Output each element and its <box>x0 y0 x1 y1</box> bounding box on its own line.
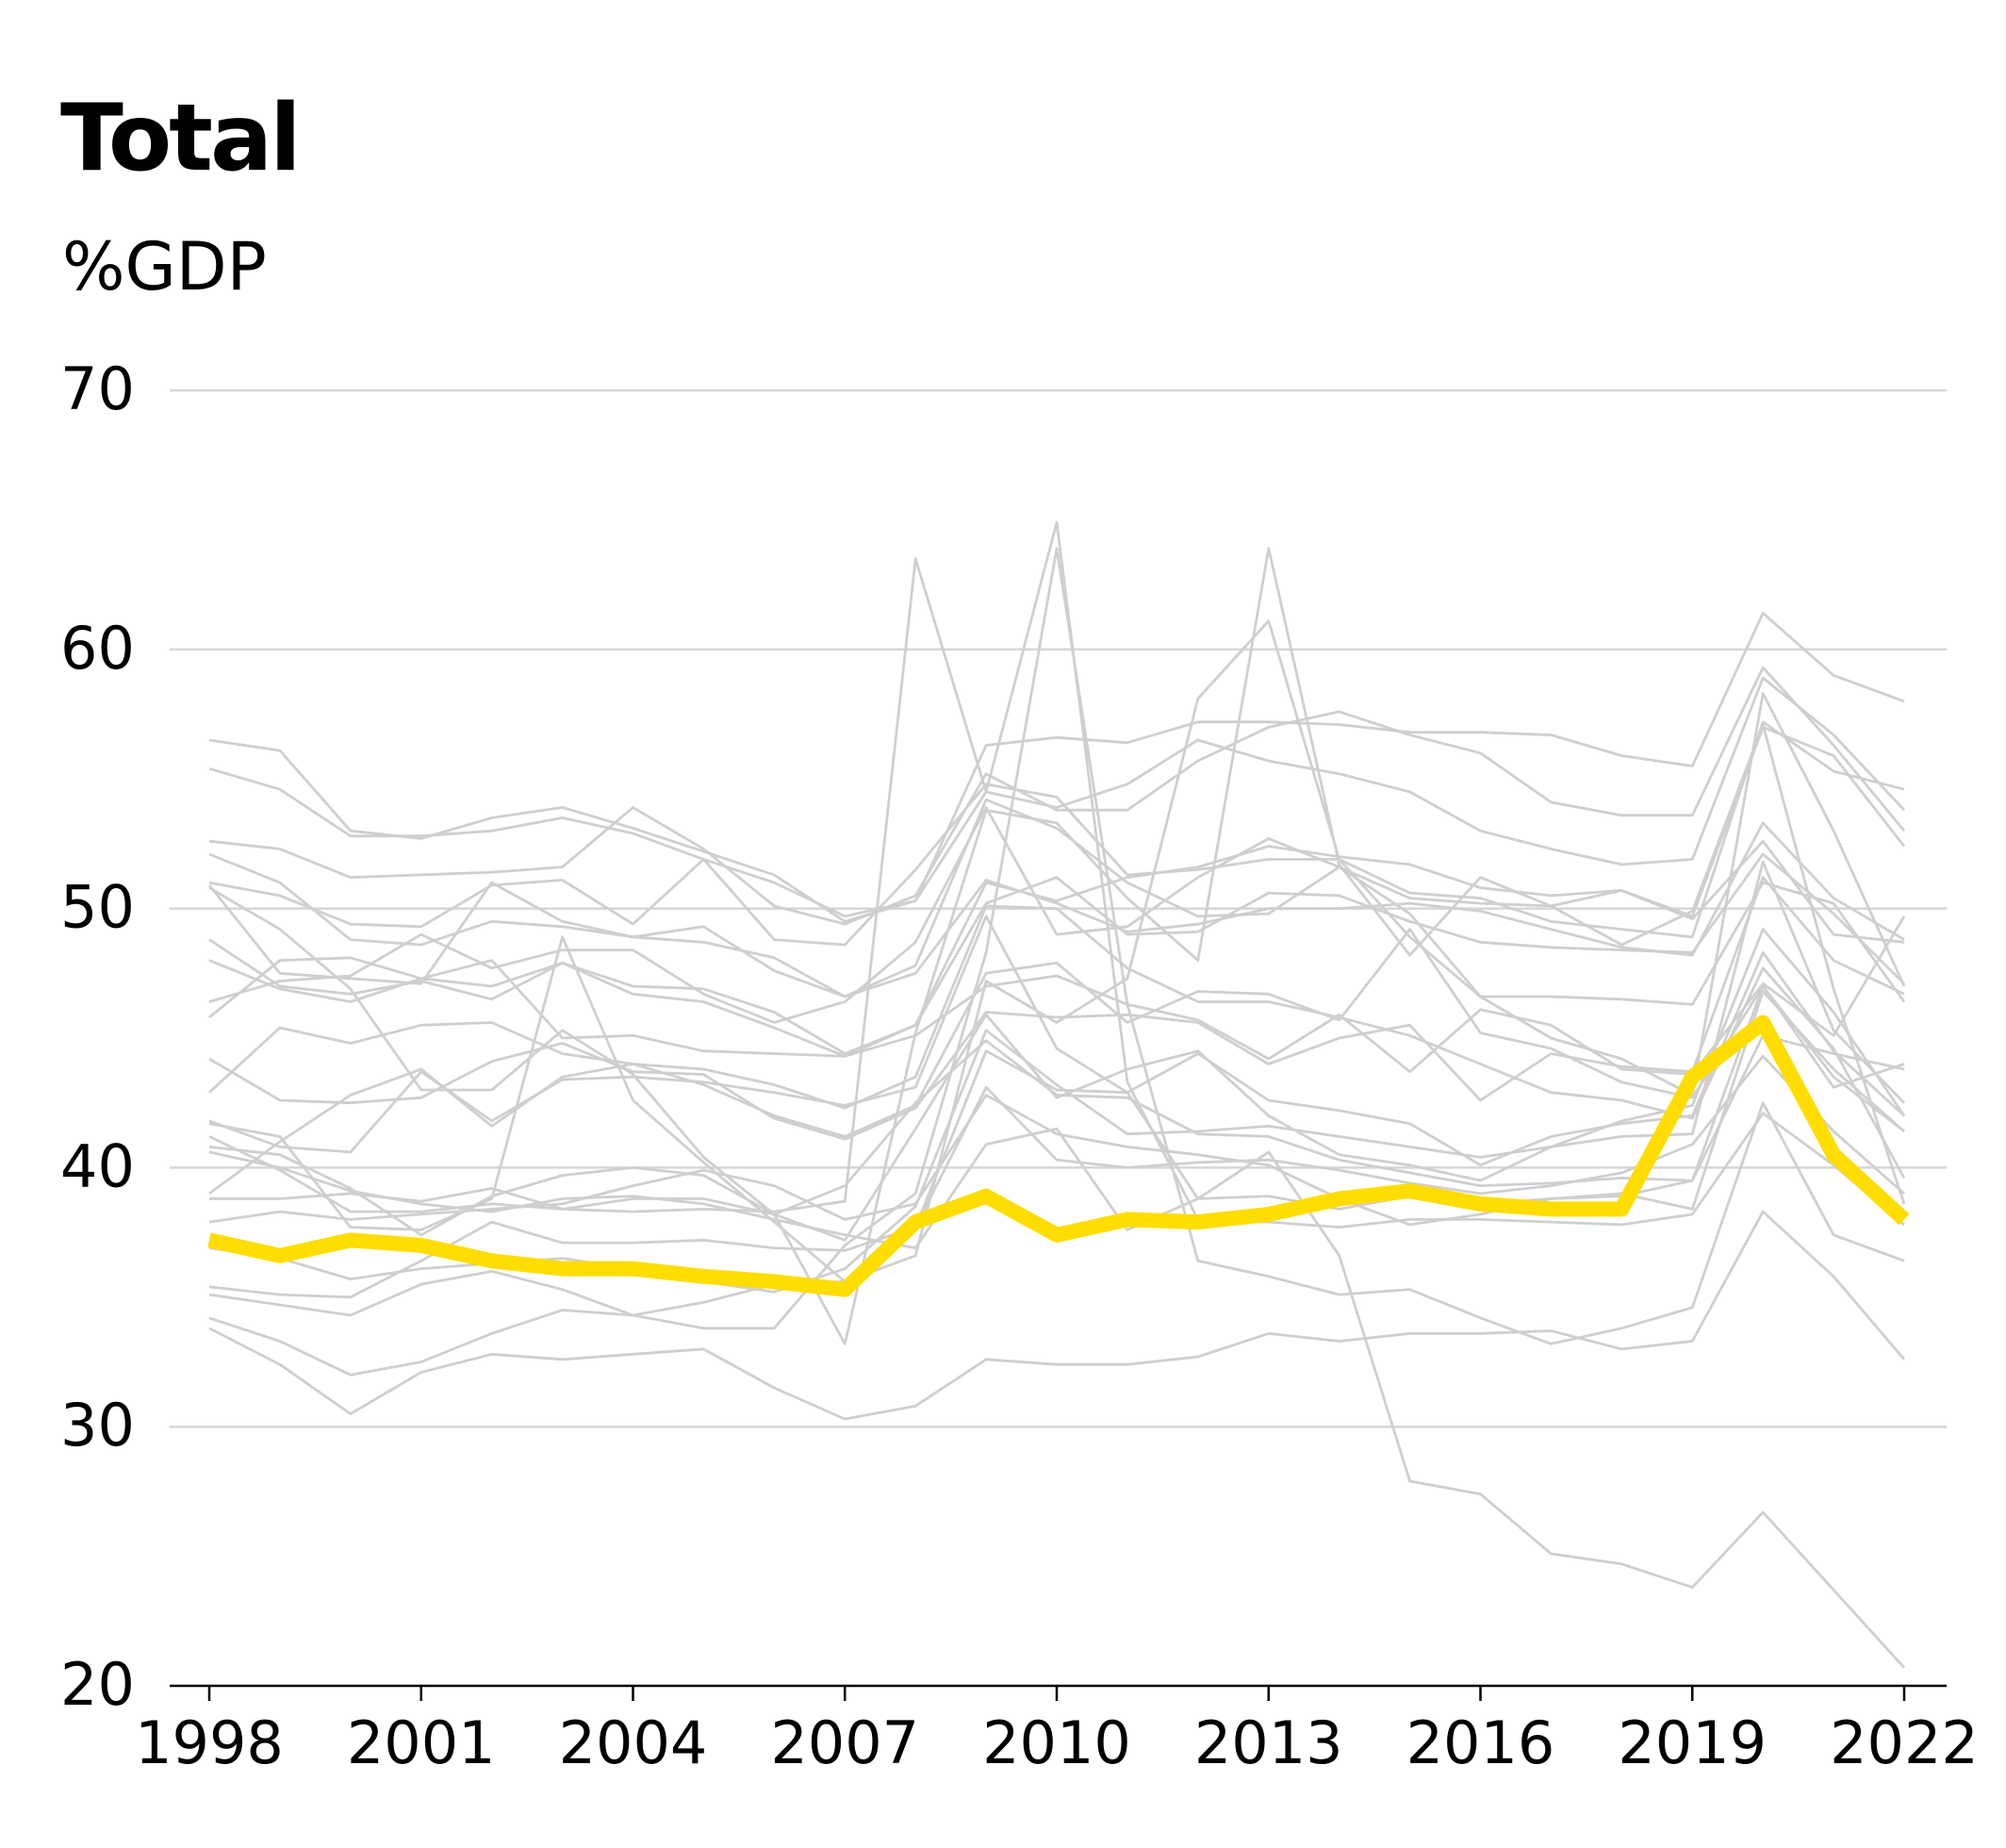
y-tick-label: 50 <box>60 873 135 942</box>
x-tick-label: 1998 <box>135 1708 284 1777</box>
x-tick-label: 2010 <box>982 1708 1131 1777</box>
series-line-13 <box>208 915 1905 1167</box>
series-line-19 <box>208 984 1905 1377</box>
series-line-25 <box>208 619 1906 1283</box>
series-line-18 <box>208 1054 1905 1299</box>
x-tick-label: 2022 <box>1830 1708 1979 1777</box>
y-tick-label: 20 <box>60 1650 135 1719</box>
series-line-21 <box>208 547 1905 1345</box>
series-line-9 <box>208 806 1906 1024</box>
series-line-16 <box>208 904 1906 1196</box>
series-line-23 <box>208 1127 1906 1669</box>
highlight-series-line-path <box>207 1015 1910 1297</box>
highlight-series-line <box>207 1015 1910 1297</box>
series-line-14 <box>208 1033 1905 1216</box>
series-line-10 <box>208 916 1906 1076</box>
y-tick-label: 60 <box>60 614 135 683</box>
y-axis-unit-label: %GDP <box>62 228 267 305</box>
other-series-lines <box>207 520 1906 1669</box>
series-line-5 <box>208 720 1905 947</box>
series-line-12 <box>208 928 1905 1138</box>
x-tick-label: 2007 <box>770 1708 919 1777</box>
series-line-6 <box>207 821 1905 998</box>
series-line-3 <box>208 666 1906 926</box>
x-axis: 1998 2001 2004 2007 2010 2013 2016 2019 2022 <box>135 1684 1979 1777</box>
series-line-2 <box>208 611 1905 918</box>
y-tick-label: 40 <box>60 1131 135 1200</box>
y-tick-label: 70 <box>60 355 135 423</box>
x-tick-label: 2013 <box>1194 1708 1343 1777</box>
series-line-11 <box>208 876 1905 1141</box>
x-tick-label: 2019 <box>1618 1708 1767 1777</box>
x-tick-label: 2016 <box>1406 1708 1555 1777</box>
series-line-22 <box>209 520 1905 1229</box>
series-line-8 <box>208 852 1905 1058</box>
chart-title: Total <box>60 85 302 192</box>
series-line-20 <box>208 1210 1906 1421</box>
y-tick-label: 30 <box>60 1391 135 1460</box>
x-tick-label: 2004 <box>559 1708 708 1777</box>
series-line-24 <box>208 547 1906 1345</box>
series-line-1 <box>208 676 1906 923</box>
y-tick-labels: 20 30 40 50 60 70 <box>60 355 135 1719</box>
series-line-7 <box>208 839 1905 1055</box>
x-tick-label: 2001 <box>347 1708 496 1777</box>
